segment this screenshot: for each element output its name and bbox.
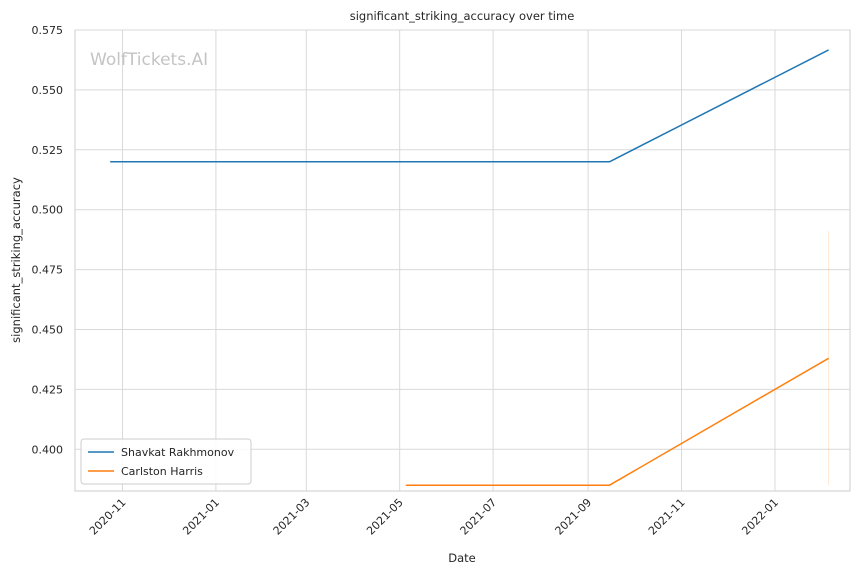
y-tick-label: 0.500	[32, 204, 64, 217]
plot-area	[74, 29, 851, 492]
legend: Shavkat Rakhmonov Carlston Harris	[80, 438, 252, 485]
legend-label: Carlston Harris	[121, 465, 203, 478]
plot-frame	[74, 29, 851, 492]
x-axis: 2020-11 2021-01 2021-03 2021-05 2021-07 2021-…	[87, 496, 781, 538]
series-line-1	[110, 49, 829, 163]
y-axis-label: significant_striking_accuracy	[9, 177, 23, 343]
y-tick-label: 0.550	[32, 84, 64, 97]
legend-label: Shavkat Rakhmonov	[121, 446, 235, 459]
chart-title: significant_striking_accuracy over time	[350, 9, 575, 23]
x-tick-label: 2022-01	[739, 496, 781, 538]
x-tick-label: 2021-01	[180, 496, 222, 538]
y-tick-label: 0.400	[32, 443, 64, 456]
series-group	[110, 49, 830, 486]
watermark: WolfTickets.AI	[90, 50, 208, 70]
y-tick-label: 0.450	[32, 324, 64, 337]
x-tick-label: 2021-11	[646, 496, 688, 538]
legend-box	[80, 438, 252, 485]
series-line-2	[405, 357, 829, 486]
y-axis: 0.400 0.425 0.450 0.475 0.500 0.525 0.550 0.575	[32, 24, 64, 456]
y-tick-label: 0.425	[32, 383, 64, 396]
x-tick-label: 2021-09	[553, 496, 595, 538]
y-tick-label: 0.525	[32, 144, 64, 157]
y-tick-label: 0.475	[32, 264, 64, 277]
x-tick-label: 2021-05	[364, 496, 406, 538]
y-tick-label: 0.575	[32, 24, 64, 37]
x-tick-label: 2021-07	[458, 496, 500, 538]
x-tick-label: 2020-11	[87, 496, 129, 538]
x-axis-label: Date	[448, 551, 476, 565]
x-tick-label: 2021-03	[271, 496, 313, 538]
